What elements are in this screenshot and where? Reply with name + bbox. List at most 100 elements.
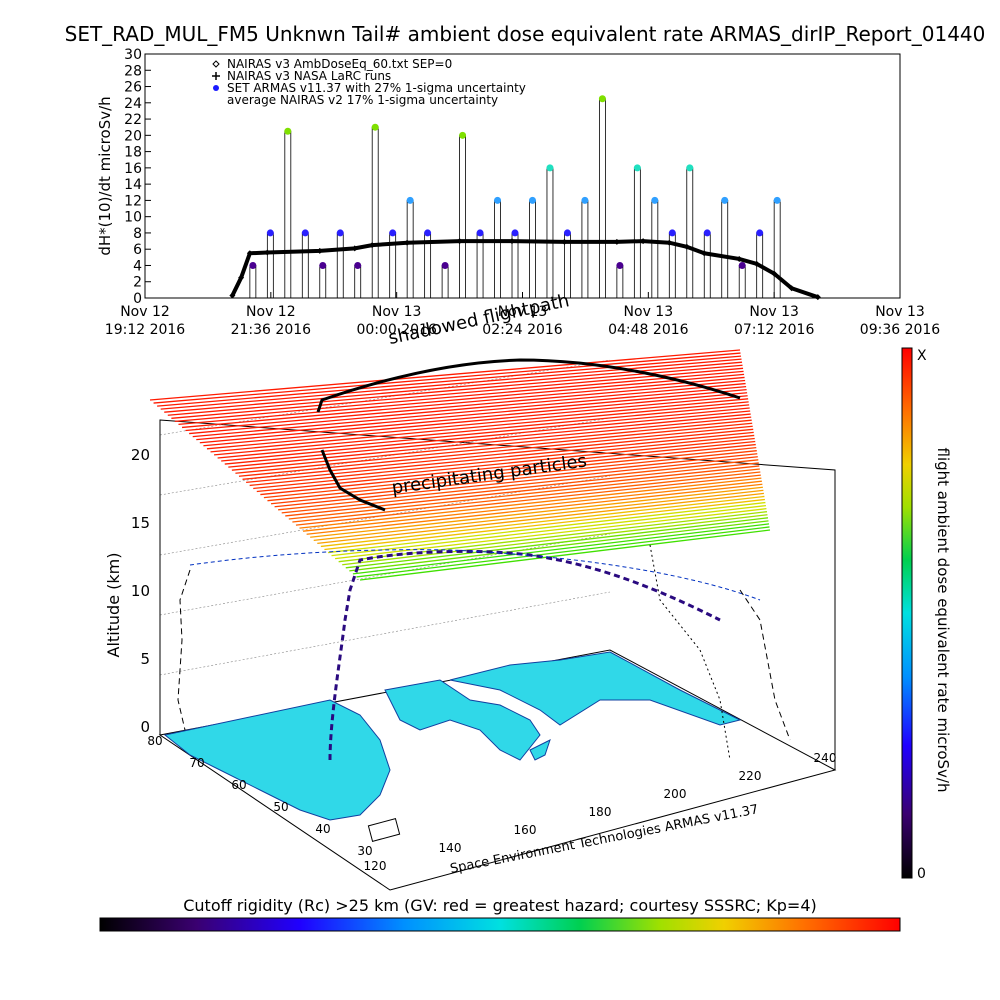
surface-line (320, 495, 765, 548)
x-tick-label-day: Nov 13 (498, 304, 548, 320)
surface-line (278, 459, 759, 511)
armas-point (354, 261, 362, 269)
legend-dot-marker (213, 85, 219, 91)
dose-colorbar-gradient (901, 347, 913, 879)
surface-line (302, 480, 762, 532)
legend-plus-marker (212, 72, 220, 80)
x-tick-label-time: 07:12 2016 (734, 322, 815, 338)
surface-line (178, 373, 745, 426)
map-land (163, 699, 391, 821)
latitude-tick-label: 60 (231, 778, 246, 792)
series-layer (229, 95, 821, 301)
axis-ticks-3d: 2015105012014016018020022024080706050403… (131, 446, 837, 873)
cutoff-colorbar-gradient (99, 917, 901, 932)
surface-line (231, 419, 752, 471)
x-tick-label-day: Nov 12 (120, 304, 170, 320)
chart-title: SET_RAD_MUL_FM5 Unknwn Tail# ambient dos… (65, 22, 986, 46)
nairas-point (229, 292, 236, 299)
nairas-point (788, 285, 795, 292)
armas-point (581, 196, 589, 204)
y-tick-label: 4 (133, 258, 142, 274)
surface-line (181, 376, 745, 429)
surface-line (149, 349, 741, 401)
dose-rate-colorbar: X 0 flight ambient dose equivalent rate … (901, 347, 952, 882)
surface-line (306, 483, 763, 535)
armas-point (371, 123, 379, 131)
surface-line (192, 385, 747, 438)
surface-line (342, 514, 768, 566)
dose-colorbar-title: flight ambient dose equivalent rate micr… (934, 448, 952, 793)
armas-point (336, 229, 344, 237)
legend-diamond-marker (212, 60, 220, 68)
surface-line (210, 401, 749, 453)
surface-line (157, 355, 742, 407)
surface-line (214, 404, 750, 456)
surface-line (295, 474, 761, 526)
x-tick-label-time: 19:12 2016 (105, 322, 186, 338)
legend-label: NAIRAS v3 AmbDoseEq_60.txt SEP=0 (227, 57, 452, 71)
surface-line (174, 370, 744, 423)
y-tick-label: 24 (124, 96, 142, 112)
surface-line (221, 410, 751, 462)
latitude-tick-label: 40 (315, 822, 330, 836)
series-line-armas (249, 98, 781, 299)
surface-line (288, 468, 760, 520)
y-tick-label: 8 (133, 226, 142, 242)
legend-label: NAIRAS v3 NASA LaRC runs (227, 69, 391, 83)
armas-point (528, 196, 536, 204)
armas-point (441, 261, 449, 269)
armas-point (546, 164, 554, 172)
armas-point (633, 164, 641, 172)
surface-line (242, 428, 754, 480)
flightpath-aloft (316, 358, 741, 413)
armas-point (406, 196, 414, 204)
surface-line (224, 413, 751, 465)
map-land-4 (529, 739, 551, 761)
cutoff-rigidity-colorbar: Cutoff rigidity (Rc) >25 km (GV: red = g… (99, 896, 901, 932)
north-arrow-box (367, 818, 401, 842)
y-tick-label: 28 (124, 63, 142, 79)
cutoff-colorbar-title: Cutoff rigidity (Rc) >25 km (GV: red = g… (183, 896, 817, 915)
surface-line (359, 529, 771, 581)
y-tick-label: 6 (133, 242, 142, 258)
surface-line (206, 398, 749, 450)
y-tick-label: 16 (124, 161, 142, 177)
shadowed-flightpath (328, 549, 721, 761)
latitude-tick-label: 30 (357, 844, 372, 858)
surface-line (203, 395, 748, 447)
latitude-tick-label: 80 (147, 734, 162, 748)
surface-line (238, 425, 753, 477)
armas-point (494, 196, 502, 204)
armas-point (511, 229, 519, 237)
nairas-point (736, 255, 743, 262)
x-tick-label-day: Nov 12 (246, 304, 296, 320)
armas-point (703, 229, 711, 237)
y-tick-label: 30 (124, 47, 142, 63)
left-wall-projection (177, 569, 191, 731)
legend-label: SET ARMAS v11.37 with 27% 1-sigma uncert… (227, 81, 526, 95)
armas-point (266, 229, 274, 237)
y-tick-label: 20 (124, 128, 142, 144)
surface-line (164, 361, 743, 413)
y-tick-label: 14 (124, 177, 142, 193)
legend-label: average NAIRAS v2 17% 1-sigma uncertaint… (227, 93, 498, 107)
surface-line (160, 358, 742, 410)
surface-line (235, 422, 753, 474)
surface-line (228, 416, 752, 468)
armas-point (249, 261, 257, 269)
surface-line (189, 382, 746, 435)
surface-line (185, 379, 746, 432)
nairas-point (613, 238, 620, 245)
grid-line-back (159, 591, 611, 676)
nairas-point (316, 247, 323, 254)
nairas-point (814, 294, 821, 301)
y-tick-label: 26 (124, 80, 142, 96)
armas-point (651, 196, 659, 204)
armas-point (598, 95, 606, 103)
nairas-point (351, 245, 358, 252)
armas-point (476, 229, 484, 237)
x-tick-label-day: Nov 13 (624, 304, 674, 320)
